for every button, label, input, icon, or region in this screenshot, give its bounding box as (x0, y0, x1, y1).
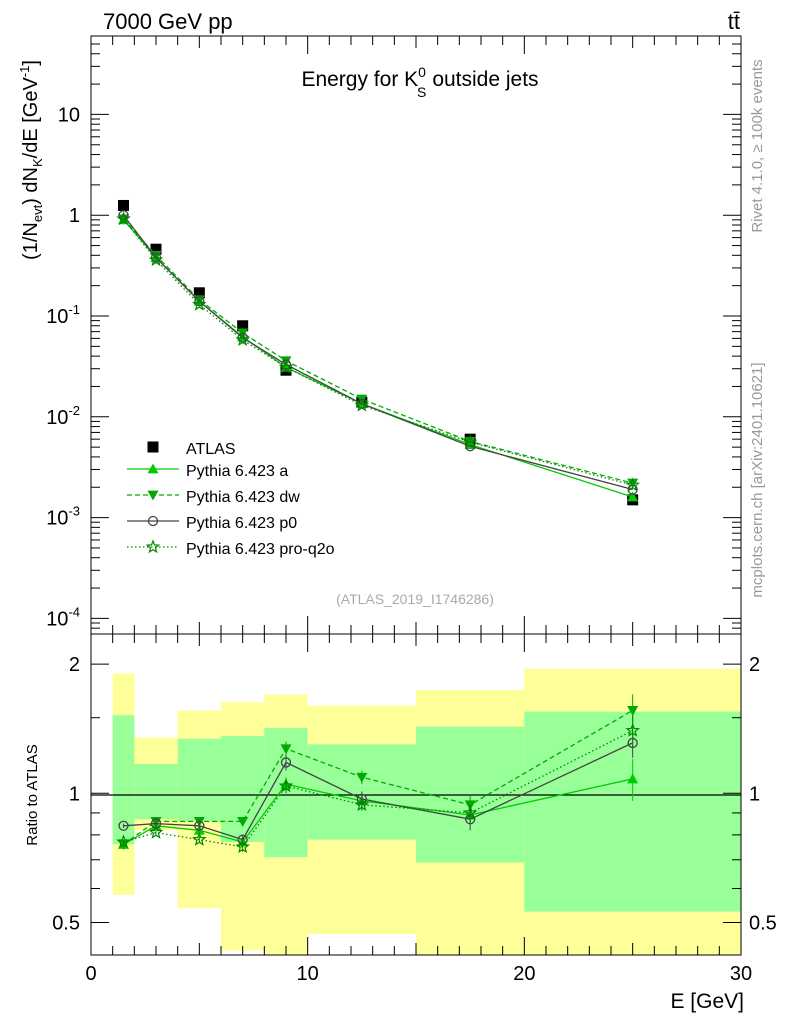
ratio-point-pythia-6-423-p0 (194, 820, 205, 831)
green-band (134, 764, 178, 820)
ratio-frame (90, 633, 742, 956)
ratio-y-tick-label-right: 1 (749, 783, 760, 805)
process-label: tt̄ (728, 9, 740, 34)
point-pythia-6-423-a (627, 491, 639, 502)
legend-marker (147, 463, 159, 474)
legend-marker (145, 539, 161, 554)
point-pythia-6-423-pro-q2o (235, 332, 250, 347)
main-series (116, 199, 640, 506)
main-title: Energy for K0 Soutside jets (301, 64, 538, 100)
ratio-point-pythia-6-423-pro-q2o (625, 722, 640, 737)
point-pythia-6-423-pro-q2o (625, 477, 640, 492)
ratio-point-pythia-6-423-p0 (280, 757, 292, 768)
y-tick-label: 10-2 (46, 403, 80, 429)
ratio-y-tick-label-left: 0.5 (52, 912, 80, 934)
point-atlas (118, 199, 129, 211)
ratio-point-pythia-6-423-pro-q2o (192, 831, 207, 846)
energy-label: 7000 GeV pp (103, 9, 233, 34)
point-atlas (237, 320, 249, 332)
y-tick-label: 10-3 (46, 504, 80, 530)
point-atlas (193, 287, 205, 299)
ratio-y-tick-label-right: 0.5 (749, 912, 777, 934)
x-tick-label: 10 (297, 963, 319, 985)
ratio-y-tick-label-left: 2 (69, 654, 80, 676)
ratio-point-pythia-6-423-dw (280, 744, 292, 755)
legend-entry-pythia-dw: Pythia 6.423 dw (127, 489, 300, 506)
ratio-axes: 0.5 0.51 12 20 10 20 30 (52, 634, 777, 985)
point-atlas (150, 243, 162, 255)
legend-marker (147, 515, 159, 527)
legend-label-atlas: ATLAS (186, 441, 236, 458)
ratio-point-pythia-6-423-dw (193, 816, 205, 827)
ratio-point-pythia-6-423-dw (627, 705, 639, 716)
ratio-point-pythia-6-423-dw (237, 816, 249, 827)
ratio-y-tick-label-left: 1 (69, 783, 80, 805)
point-pythia-6-423-pro-q2o (462, 434, 478, 449)
ratio-point-pythia-6-423-p0 (118, 820, 129, 831)
ratio-point-pythia-6-423-pro-q2o (278, 778, 294, 793)
ratio-point-pythia-6-423-pro-q2o (235, 839, 250, 854)
ratio-line-pythia-6-423-a (123, 778, 633, 845)
legend-label-pythia-p0: Pythia 6.423 p0 (186, 515, 297, 532)
point-pythia-6-423-pro-q2o (354, 397, 370, 412)
ratio-line-pythia-6-423-pro-q2o (123, 730, 633, 848)
y-tick-label: 10-4 (46, 604, 80, 630)
legend-label-pythia-dw: Pythia 6.423 dw (186, 489, 300, 506)
ratio-bands (112, 668, 741, 955)
analysis-watermark: (ATLAS_2019_I1746286) (336, 591, 494, 607)
ratio-point-pythia-6-423-pro-q2o (116, 834, 131, 849)
legend: ATLAS Pythia 6.423 a Pythia 6.423 dw Pyt… (127, 441, 335, 558)
point-pythia-6-423-p0 (194, 296, 205, 307)
rivet-label: Rivet 4.1.0, ≥ 100k events (749, 59, 766, 232)
main-panel: Energy for K0 Soutside jets (1/Nevt) dNK/… (17, 35, 742, 635)
x-tick-label: 20 (513, 963, 535, 985)
ratio-line-pythia-6-423-dw (123, 709, 634, 845)
ratio-ylabel: Ratio to ATLAS (24, 744, 41, 845)
legend-entry-atlas: ATLAS (147, 441, 236, 458)
ratio-point-pythia-6-423-a (627, 773, 639, 784)
legend-entry-pythia-p0: Pythia 6.423 p0 (127, 515, 297, 532)
x-axis-label: E [GeV] (670, 990, 744, 1013)
main-axes: 10-4 10-3 10-2 10-1 1 10 (46, 35, 742, 635)
ratio-point-pythia-6-423-dw (356, 772, 368, 783)
ratio-panel: 0.5 0.51 12 20 10 20 30 Ratio to ATLAS E [GeV] (24, 633, 777, 1013)
legend-label-pythia-a: Pythia 6.423 a (186, 463, 288, 480)
y-tick-label: 1 (69, 205, 80, 227)
point-pythia-6-423-pro-q2o (148, 252, 164, 267)
point-pythia-6-423-dw (627, 478, 639, 489)
series-line-pythia-6-423-dw (123, 218, 633, 484)
main-ylabel: (1/Nevt) dNK/dE [GeV-1] (17, 60, 45, 260)
legend-marker (147, 490, 159, 501)
legend-marker-atlas (147, 441, 159, 453)
point-pythia-6-423-pro-q2o (116, 211, 131, 226)
point-pythia-6-423-pro-q2o (278, 359, 294, 374)
point-pythia-6-423-pro-q2o (192, 296, 207, 311)
y-tick-label: 10-1 (46, 302, 80, 328)
green-band (177, 738, 221, 822)
ratio-y-tick-label-right: 2 (749, 654, 760, 676)
x-tick-label: 0 (85, 963, 96, 985)
x-tick-label: 30 (730, 963, 752, 985)
legend-label-pythia-pro-q2o: Pythia 6.423 pro-q2o (186, 541, 335, 558)
y-tick-label: 10 (58, 104, 80, 126)
legend-entry-pythia-a: Pythia 6.423 a (127, 463, 288, 480)
series-line-pythia-6-423-p0 (122, 214, 633, 491)
ratio-point-pythia-6-423-pro-q2o (354, 797, 370, 812)
ratio-series (116, 694, 640, 854)
ratio-point-pythia-6-423-pro-q2o (462, 805, 478, 820)
green-band (112, 715, 135, 845)
legend-entry-pythia-pro-q2o: Pythia 6.423 pro-q2o (127, 539, 335, 558)
ratio-point-pythia-6-423-pro-q2o (148, 824, 164, 839)
ratio-line-pythia-6-423-p0 (123, 742, 633, 841)
mcplots-label: mcplots.cern.ch [arXiv:2401.10621] (749, 362, 766, 597)
series-line-pythia-6-423-pro-q2o (122, 218, 633, 486)
